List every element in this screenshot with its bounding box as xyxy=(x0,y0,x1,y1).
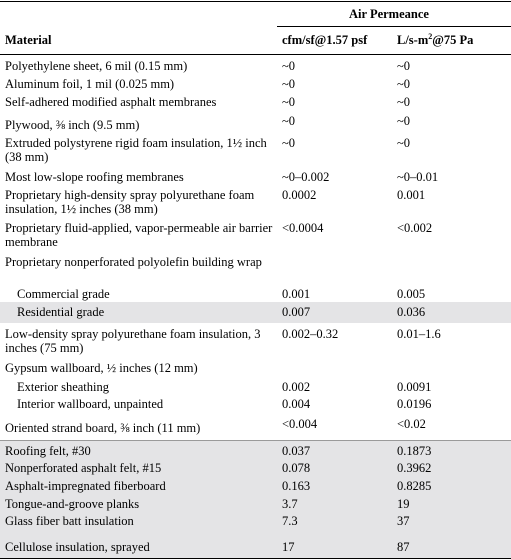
table-row: Proprietary nonperforated polyolefin bui… xyxy=(0,254,511,286)
material-cell: Plywood, ⅜ inch (9.5 mm) xyxy=(5,118,140,132)
cfm-cell: 0.0002 xyxy=(282,188,317,202)
table-row: Plywood, ⅜ inch (9.5 mm) ~0 ~0 xyxy=(0,114,511,136)
table-row: Commercial grade 0.001 0.005 xyxy=(0,286,511,302)
cfm-cell: 0.004 xyxy=(282,397,311,411)
material-cell: Proprietary high-density spray polyureth… xyxy=(5,188,255,216)
cfm-cell: ~0 xyxy=(282,59,296,73)
ls-header-sup: 2 xyxy=(428,31,433,41)
material-cell: Interior wallboard, unpainted xyxy=(17,397,164,411)
material-cell: Polyethylene sheet, 6 mil (0.15 mm) xyxy=(5,59,188,73)
ls-cell: <0.02 xyxy=(397,417,426,431)
bottom-rule xyxy=(0,558,511,559)
ls-cell: 19 xyxy=(397,497,410,511)
ls-header: L/s-m2@75 Pa xyxy=(397,31,474,48)
ls-cell: 0.036 xyxy=(397,305,426,319)
material-cell: Cellulose insulation, sprayed xyxy=(5,540,150,554)
table-row: Glass fiber batt insulation 7.3 37 xyxy=(0,513,511,535)
material-cell: Proprietary fluid-applied, vapor-permeab… xyxy=(5,221,273,249)
material-cell: Tongue-and-groove planks xyxy=(5,497,140,511)
material-cell: Aluminum foil, 1 mil (0.025 mm) xyxy=(5,77,175,91)
cfm-cell: <0.0004 xyxy=(282,221,324,235)
ls-cell: 0.3962 xyxy=(397,461,432,475)
table-row: Low-density spray polyurethane foam insu… xyxy=(0,323,511,361)
material-cell: Self-adhered modified asphalt membranes xyxy=(5,95,217,109)
cfm-cell: 0.037 xyxy=(282,444,311,458)
ls-cell: ~0 xyxy=(397,59,411,73)
table-row: Proprietary high-density spray polyureth… xyxy=(0,186,511,220)
material-cell: Asphalt-impregnated fiberboard xyxy=(5,479,166,493)
table-row: Cellulose insulation, sprayed 17 87 xyxy=(0,535,511,558)
material-header: Material xyxy=(5,33,52,47)
ls-cell: 0.1873 xyxy=(397,444,432,458)
ls-cell: 0.005 xyxy=(397,287,426,301)
ls-cell: 87 xyxy=(397,540,410,554)
table-row: Residential grade 0.007 0.036 xyxy=(0,302,511,323)
cfm-cell: 3.7 xyxy=(282,497,298,511)
material-cell: Oriented strand board, ⅜ inch (11 mm) xyxy=(5,421,201,435)
material-cell: Most low-slope roofing membranes xyxy=(5,170,184,184)
material-cell: Exterior sheathing xyxy=(17,380,109,394)
cfm-cell: ~0 xyxy=(282,95,296,109)
ls-cell: ~0 xyxy=(397,77,411,91)
table-row: Extruded polystyrene rigid foam insulati… xyxy=(0,136,511,168)
group-rule xyxy=(277,26,511,27)
cfm-header: cfm/sf@1.57 psf xyxy=(282,33,368,47)
section-rule xyxy=(0,440,511,441)
material-cell: Residential grade xyxy=(17,305,105,319)
material-cell: Gypsum wallboard, ½ inches (12 mm) xyxy=(5,361,198,375)
cfm-cell: ~0–0.002 xyxy=(282,170,330,184)
table-row: Proprietary fluid-applied, vapor-permeab… xyxy=(0,220,511,254)
cfm-cell: 0.078 xyxy=(282,461,311,475)
material-cell: Low-density spray polyurethane foam insu… xyxy=(5,327,261,355)
cfm-cell: 0.007 xyxy=(282,305,311,319)
cfm-cell: 0.002 xyxy=(282,380,311,394)
ls-cell: ~0–0.01 xyxy=(397,170,439,184)
header-rule xyxy=(0,54,511,55)
ls-cell: 0.01–1.6 xyxy=(397,327,441,341)
table-row: Roofing felt, #30 0.037 0.1873 xyxy=(0,441,511,459)
ls-cell: 0.001 xyxy=(397,188,426,202)
cfm-cell: 7.3 xyxy=(282,514,298,528)
table-row: Most low-slope roofing membranes ~0–0.00… xyxy=(0,168,511,186)
material-cell: Roofing felt, #30 xyxy=(5,444,91,458)
cfm-cell: 17 xyxy=(282,540,295,554)
ls-cell: 0.0196 xyxy=(397,397,432,411)
cfm-cell: ~0 xyxy=(282,114,296,128)
table-row: Interior wallboard, unpainted 0.004 0.01… xyxy=(0,397,511,416)
cfm-cell: 0.163 xyxy=(282,479,311,493)
table-row: Polyethylene sheet, 6 mil (0.15 mm) ~0 ~… xyxy=(0,57,511,75)
table-row: Self-adhered modified asphalt membranes … xyxy=(0,93,511,114)
top-rule xyxy=(0,1,511,2)
group-title: Air Permeance xyxy=(349,7,429,21)
cfm-cell: 0.002–0.32 xyxy=(282,327,339,341)
material-cell: Nonperforated asphalt felt, #15 xyxy=(5,461,162,475)
ls-cell: ~0 xyxy=(397,136,411,150)
table-row: Oriented strand board, ⅜ inch (11 mm) <0… xyxy=(0,416,511,439)
ls-cell: ~0 xyxy=(397,114,411,128)
cfm-cell: ~0 xyxy=(282,77,296,91)
material-cell: Extruded polystyrene rigid foam insulati… xyxy=(5,136,267,164)
table-row: Aluminum foil, 1 mil (0.025 mm) ~0 ~0 xyxy=(0,75,511,93)
table-row: Exterior sheathing 0.002 0.0091 xyxy=(0,377,511,397)
ls-cell: 0.0091 xyxy=(397,380,432,394)
material-cell: Proprietary nonperforated polyolefin bui… xyxy=(5,255,262,269)
ls-header-post: @75 Pa xyxy=(432,33,474,47)
table-row: Nonperforated asphalt felt, #15 0.078 0.… xyxy=(0,459,511,477)
ls-cell: ~0 xyxy=(397,95,411,109)
table-row: Gypsum wallboard, ½ inches (12 mm) xyxy=(0,361,511,377)
ls-cell: <0.002 xyxy=(397,221,433,235)
cfm-cell: ~0 xyxy=(282,136,296,150)
ls-header-pre: L/s-m xyxy=(397,33,429,47)
material-cell: Commercial grade xyxy=(17,287,110,301)
ls-cell: 37 xyxy=(397,514,410,528)
cfm-cell: <0.004 xyxy=(282,417,318,431)
ls-cell: 0.8285 xyxy=(397,479,432,493)
table-row: Asphalt-impregnated fiberboard 0.163 0.8… xyxy=(0,477,511,495)
table-row: Tongue-and-groove planks 3.7 19 xyxy=(0,495,511,513)
cfm-cell: 0.001 xyxy=(282,287,311,301)
material-cell: Glass fiber batt insulation xyxy=(5,514,134,528)
